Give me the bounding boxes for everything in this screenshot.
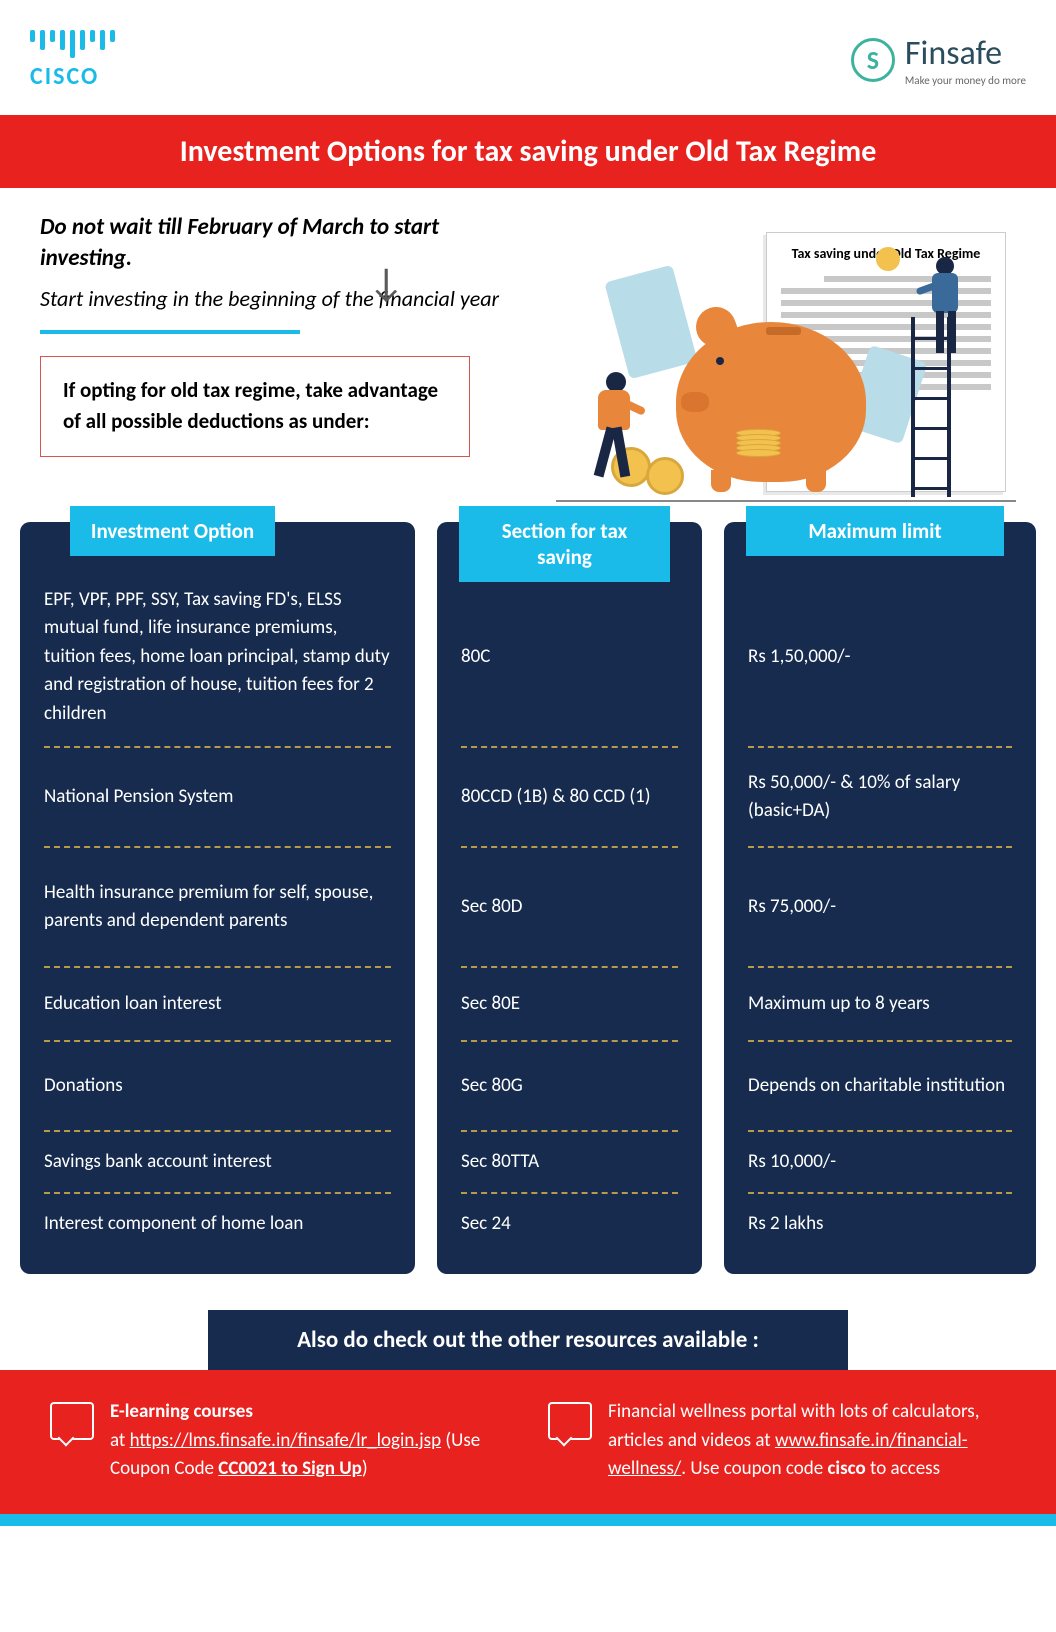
cisco-bars-icon: [30, 30, 115, 58]
chat-icon: [50, 1402, 94, 1440]
finsafe-tagline: Make your money do more: [905, 74, 1026, 87]
table-cell: Rs 10,000/-: [748, 1136, 1012, 1188]
header-logos: CISCO S Finsafe Make your money do more: [0, 0, 1056, 115]
res-right-suffix: . Use coupon code: [681, 1457, 827, 1480]
table-cell: Sec 80D: [461, 852, 678, 962]
res-right-code: cisco: [827, 1457, 865, 1480]
table-section: Investment Option EPF, VPF, PPF, SSY, Ta…: [0, 512, 1056, 1294]
resources-title: Also do check out the other resources av…: [208, 1310, 848, 1370]
cisco-text: CISCO: [30, 62, 99, 91]
table-cell: Maximum up to 8 years: [748, 972, 1012, 1036]
col-header-3: Maximum limit: [746, 506, 1004, 556]
table-cell: Rs 50,000/- & 10% of salary (basic+DA): [748, 752, 1012, 842]
res-right-close: to access: [866, 1457, 940, 1480]
table-cell: Depends on charitable institution: [748, 1046, 1012, 1126]
piggy-illustration: Tax saving under Old Tax Regime: [556, 212, 1016, 502]
table-cell: Rs 2 lakhs: [748, 1198, 1012, 1250]
res-left-close: ): [362, 1457, 368, 1480]
intro-sub: Start investing in the beginning of the …: [40, 284, 536, 314]
finsafe-logo: S Finsafe Make your money do more: [851, 33, 1026, 87]
resource-elearning: E-learning courses at https://lms.finsaf…: [50, 1398, 508, 1484]
table-cell: Education loan interest: [44, 972, 391, 1036]
col-header-1: Investment Option: [70, 506, 275, 556]
intro-bold: Do not wait till February of March to st…: [40, 212, 536, 274]
page-title: Investment Options for tax saving under …: [0, 115, 1056, 188]
resources-bar: E-learning courses at https://lms.finsaf…: [0, 1370, 1056, 1514]
intro-section: Do not wait till February of March to st…: [0, 188, 1056, 512]
cisco-logo: CISCO: [30, 30, 115, 91]
table-cell: Sec 24: [461, 1198, 678, 1250]
table-cell: Savings bank account interest: [44, 1136, 391, 1188]
res-left-code: CC0021 to Sign Up: [218, 1457, 362, 1480]
table-cell: Rs 75,000/-: [748, 852, 1012, 962]
table-cell: Sec 80TTA: [461, 1136, 678, 1188]
column-section: Section for tax saving 80C 80CCD (1B) & …: [437, 522, 702, 1274]
col-header-2: Section for tax saving: [459, 506, 670, 582]
bottom-bar: [0, 1514, 1056, 1526]
divider: [40, 330, 300, 334]
res-left-bold-label: E-learning courses: [110, 1400, 253, 1423]
table-cell: EPF, VPF, PPF, SSY, Tax saving FD's, ELS…: [44, 572, 391, 742]
res-left-prefix: at: [110, 1429, 130, 1452]
table-cell: Health insurance premium for self, spous…: [44, 852, 391, 962]
table-cell: Sec 80G: [461, 1046, 678, 1126]
finsafe-text: Finsafe: [905, 33, 1026, 74]
column-investment: Investment Option EPF, VPF, PPF, SSY, Ta…: [20, 522, 415, 1274]
elearning-link[interactable]: https://lms.finsafe.in/finsafe/lr_login.…: [130, 1429, 442, 1452]
table-cell: Rs 1,50,000/-: [748, 572, 1012, 742]
table-cell: Interest component of home loan: [44, 1198, 391, 1250]
table-cell: 80C: [461, 572, 678, 742]
callout-box: If opting for old tax regime, take advan…: [40, 356, 470, 457]
table-cell: Sec 80E: [461, 972, 678, 1036]
finsafe-icon: S: [851, 38, 895, 82]
resource-portal: Financial wellness portal with lots of c…: [548, 1398, 1006, 1484]
portal-icon: [548, 1402, 592, 1440]
table-cell: 80CCD (1B) & 80 CCD (1): [461, 752, 678, 842]
column-limit: Maximum limit Rs 1,50,000/- Rs 50,000/- …: [724, 522, 1036, 1274]
table-cell: Donations: [44, 1046, 391, 1126]
table-cell: National Pension System: [44, 752, 391, 842]
